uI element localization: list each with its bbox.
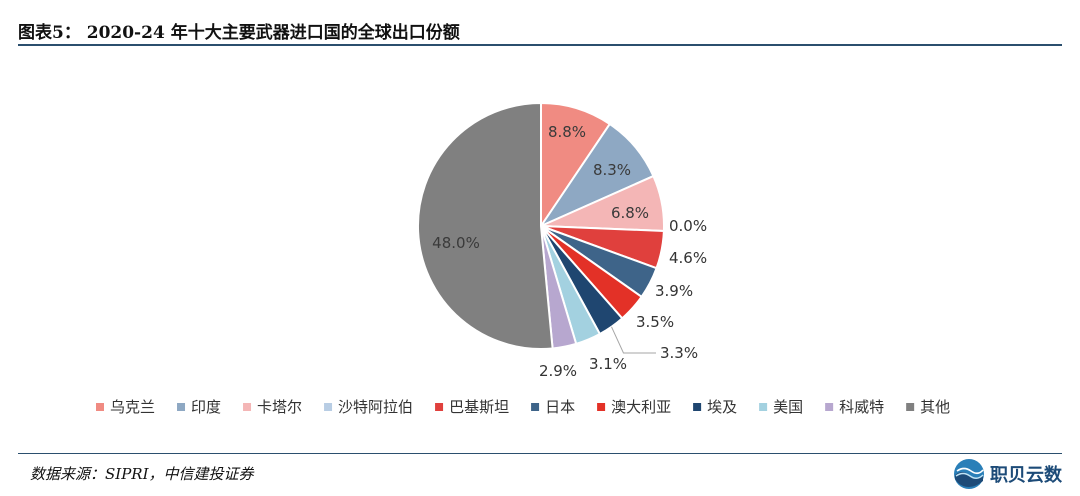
legend-label-0: 乌克兰 [110, 398, 155, 416]
data-label-slice-10: 48.0% [432, 234, 480, 252]
header-divider [18, 44, 1062, 46]
leader-line-slice-7 [611, 326, 656, 354]
data-label-slice-2: 6.8% [611, 204, 649, 222]
chart-title: 图表5： 2020-24 年十大主要武器进口国的全球出口份额 [18, 23, 460, 43]
legend-item-8: 美国 [759, 398, 803, 416]
legend-item-10: 其他 [906, 398, 950, 416]
legend-item-1: 印度 [177, 398, 221, 416]
data-label-slice-0: 8.8% [548, 123, 586, 141]
legend-swatch-5 [531, 403, 540, 411]
legend-label-7: 埃及 [707, 398, 737, 416]
legend-item-0: 乌克兰 [96, 398, 155, 416]
legend-swatch-1 [177, 403, 186, 411]
legend-swatch-9 [825, 403, 834, 411]
logo-text: 职贝云数 [990, 465, 1062, 486]
brand-logo: 职贝云数 [952, 456, 1062, 492]
data-labels: 8.8% 8.3% 6.8% 0.0% 4.6% 3.9% 3.5% 3.3% 3.1% 2.9%… [432, 123, 707, 380]
legend-item-2: 卡塔尔 [243, 398, 302, 416]
data-label-slice-5: 3.9% [655, 282, 693, 300]
legend-swatch-3 [324, 403, 333, 411]
legend-item-6: 澳大利亚 [597, 398, 671, 416]
legend-swatch-8 [759, 403, 768, 411]
legend-swatch-7 [693, 403, 702, 411]
data-label-slice-3: 0.0% [669, 217, 707, 235]
legend-label-10: 其他 [920, 398, 950, 416]
chart-legend: 乌克兰 印度 卡塔尔 沙特阿拉伯 巴基斯坦 日本 澳大利亚 埃及 美国 科威特 其他 [96, 398, 950, 416]
legend-label-2: 卡塔尔 [257, 398, 302, 416]
legend-label-8: 美国 [773, 398, 803, 416]
legend-label-9: 科威特 [839, 398, 884, 416]
legend-label-5: 日本 [545, 398, 575, 416]
data-label-slice-8: 3.1% [589, 355, 627, 373]
data-label-slice-6: 3.5% [636, 313, 674, 331]
legend-item-9: 科威特 [825, 398, 884, 416]
data-label-slice-4: 4.6% [669, 249, 707, 267]
source-note: 数据来源：SIPRI，中信建投证券 [30, 465, 254, 483]
legend-label-4: 巴基斯坦 [449, 398, 509, 416]
leader-lines [611, 326, 656, 354]
legend-swatch-2 [243, 403, 252, 411]
pie-chart: 8.8% 8.3% 6.8% 0.0% 4.6% 3.9% 3.5% 3.3% 3.1% 2.9%… [96, 101, 950, 416]
pie-slice-10 [417, 101, 554, 350]
logo-globe-icon [954, 459, 984, 489]
footer-divider [18, 453, 1062, 454]
legend-swatch-0 [96, 403, 104, 411]
data-label-slice-7: 3.3% [660, 344, 698, 362]
legend-swatch-4 [435, 403, 444, 411]
pie-slices [417, 101, 665, 350]
legend-item-5: 日本 [531, 398, 575, 416]
legend-swatch-10 [906, 403, 915, 411]
legend-label-1: 印度 [191, 398, 221, 416]
chart-header: 图表5： 2020-24 年十大主要武器进口国的全球出口份额 [18, 14, 1062, 44]
data-label-slice-9: 2.9% [539, 362, 577, 380]
legend-item-7: 埃及 [693, 398, 737, 416]
data-label-slice-1: 8.3% [593, 161, 631, 179]
legend-label-6: 澳大利亚 [611, 398, 671, 416]
legend-item-4: 巴基斯坦 [435, 398, 509, 416]
legend-label-3: 沙特阿拉伯 [338, 398, 413, 416]
legend-item-3: 沙特阿拉伯 [324, 398, 413, 416]
legend-swatch-6 [597, 403, 606, 411]
